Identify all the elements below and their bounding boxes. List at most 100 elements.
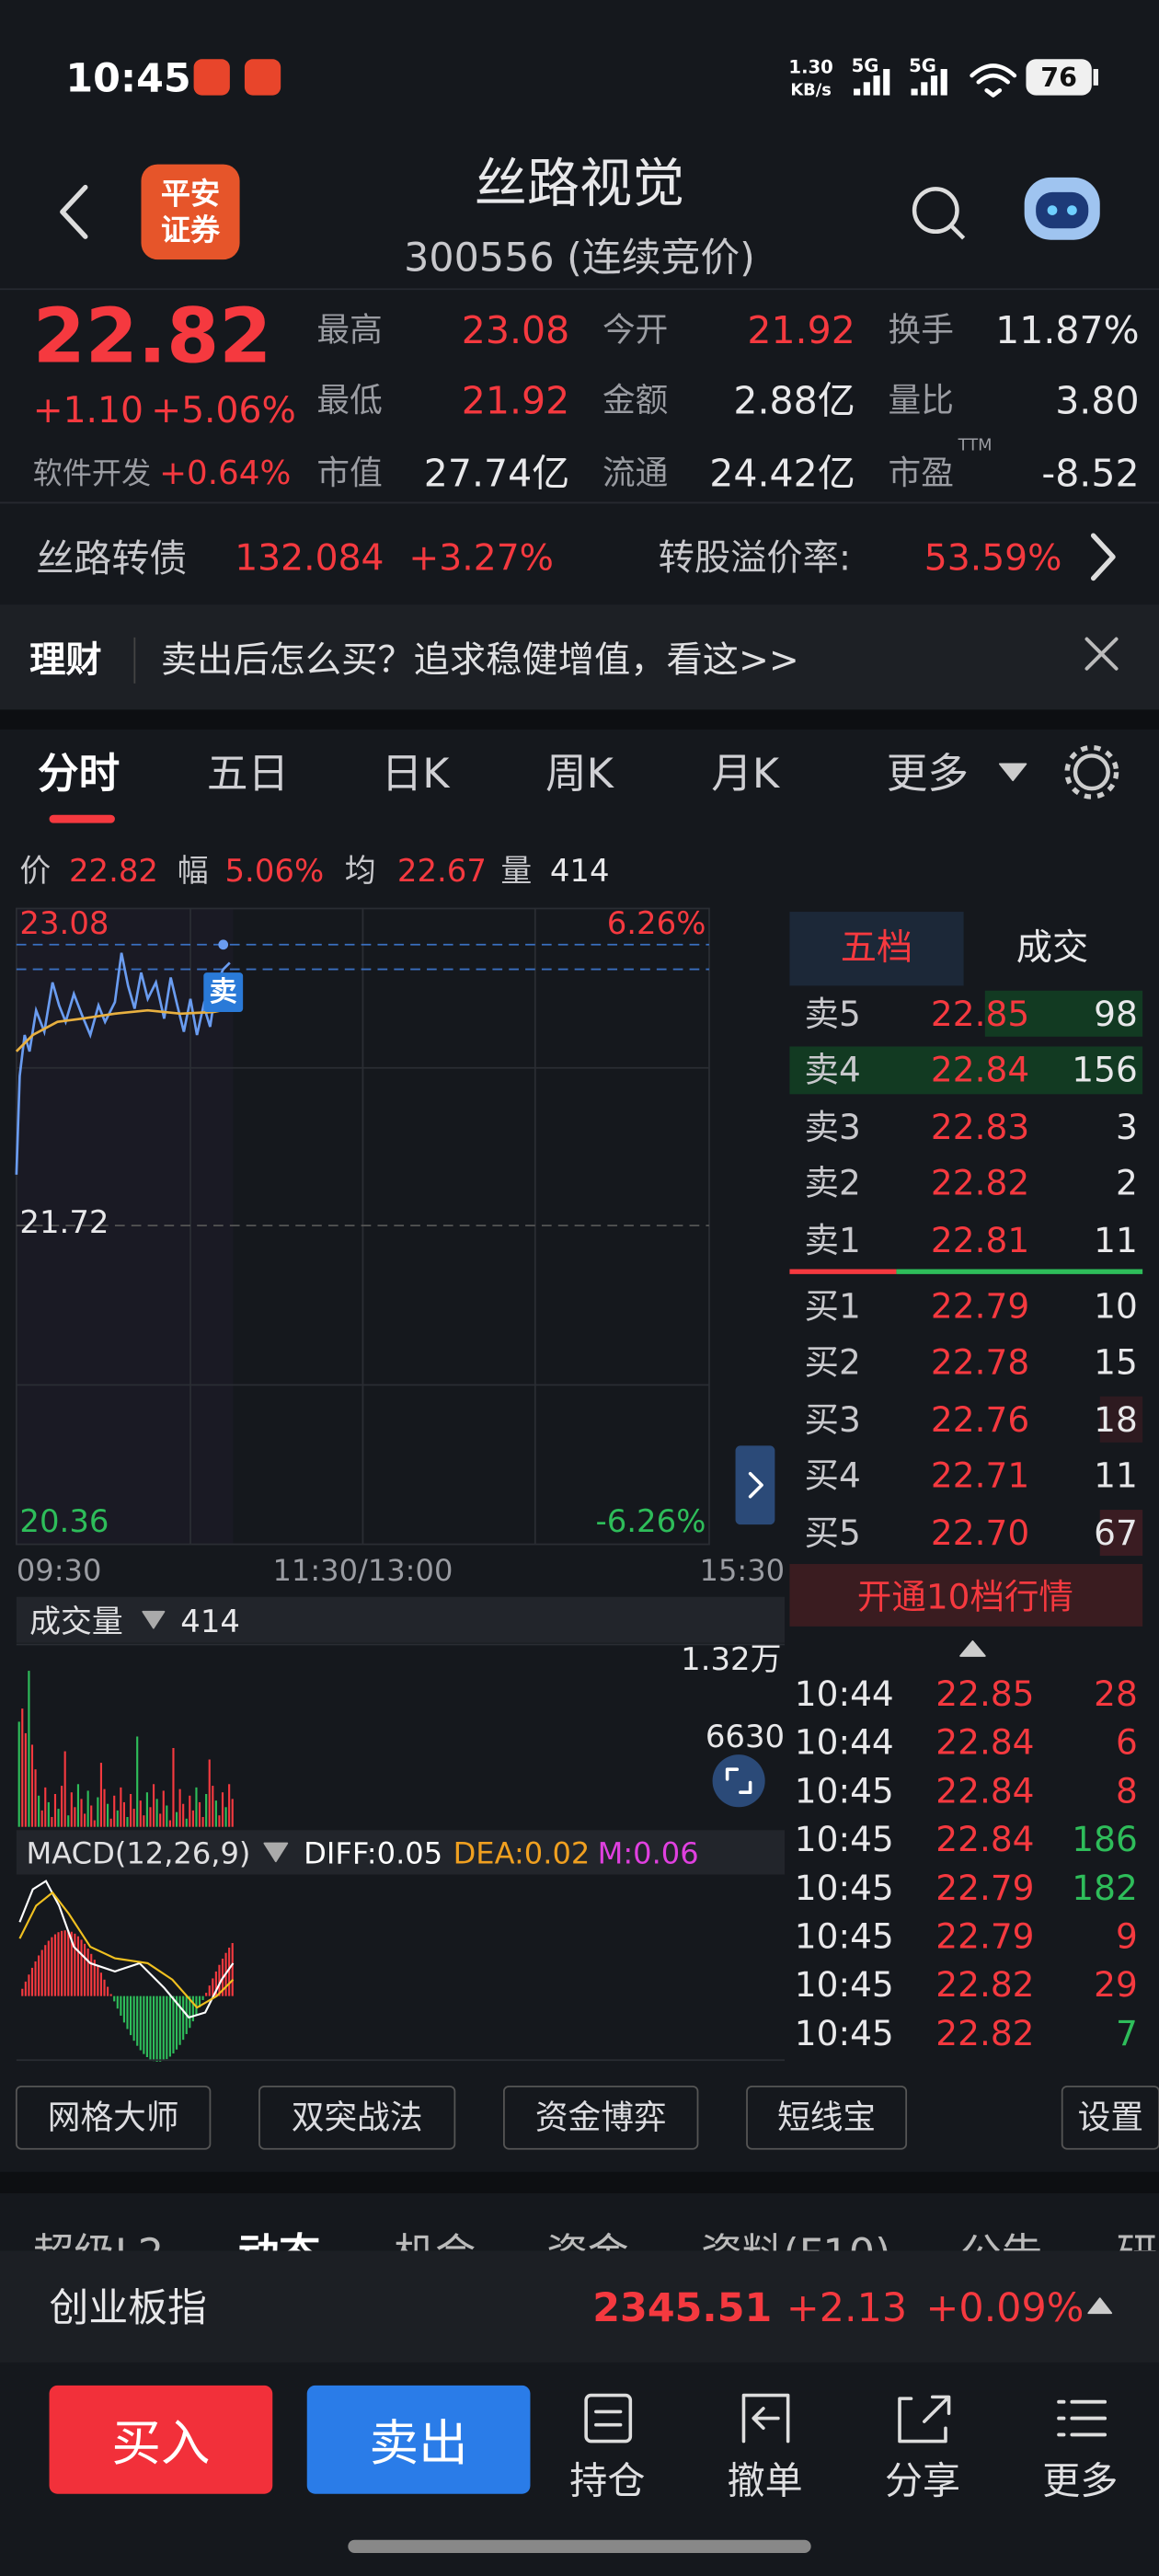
ask-row-highlight [789, 1046, 1143, 1095]
pe-note: TTM [958, 435, 993, 454]
tool-button[interactable] [746, 2085, 908, 2150]
x-tick-label: 09:30 [17, 1553, 102, 1588]
stat-label: 换手 [889, 311, 954, 349]
order-tab[interactable]: 五档 [841, 927, 913, 969]
trade-volume: 9 [1116, 1915, 1138, 1956]
volume-bar-decor [21, 1708, 24, 1827]
logo [141, 164, 240, 260]
macd-bar-decor [113, 1995, 116, 2002]
tool-button[interactable] [15, 2085, 212, 2150]
collapse-arrow [748, 1472, 763, 1499]
bid-label: 买5 [805, 1512, 861, 1553]
macd-bar-decor [139, 1995, 142, 2051]
macd-bar-decor [86, 1948, 89, 1996]
macd-bar-decor [80, 1939, 83, 1996]
stat-label: 今开 [602, 311, 668, 349]
tool-label[interactable]: 双突战法 [292, 2099, 423, 2136]
tool-label[interactable]: 短线宝 [777, 2099, 876, 2136]
tool-label[interactable]: 设置 [1078, 2099, 1143, 2136]
trade-volume: 8 [1116, 1770, 1138, 1811]
ask-label: 卖3 [805, 1107, 861, 1147]
expand-icon [725, 1767, 752, 1794]
info-value: 414 [550, 853, 610, 889]
volume-bar-decor [205, 1794, 208, 1827]
action-label[interactable]: 分享 [885, 2458, 960, 2502]
tool-button[interactable] [1061, 2085, 1159, 2150]
logo-text: 平安 [161, 177, 220, 212]
chart-tab[interactable]: 更多 [887, 750, 969, 798]
volume-bar-decor [63, 1751, 66, 1827]
macd-bar-decor [191, 1995, 194, 2022]
macd-label[interactable]: MACD(12,26,9) [27, 1835, 251, 1870]
ask-volume: 11 [1094, 1220, 1138, 1260]
info-value: 22.82 [69, 853, 158, 889]
volume-bar-decor [159, 1813, 162, 1827]
macd-bar-decor [155, 1995, 158, 2062]
action-label[interactable]: 撤单 [728, 2458, 803, 2502]
sell-label[interactable]: 卖出 [370, 2414, 468, 2472]
volume-header [16, 1596, 786, 1643]
trade-time: 10:45 [795, 2013, 894, 2053]
banner-text[interactable]: 卖出后怎么买？追求稳健增值，看这>> [161, 639, 799, 681]
volume-bar-decor [61, 1786, 63, 1827]
bid-volume: 18 [1094, 1399, 1138, 1440]
bid-label: 买1 [805, 1286, 861, 1327]
search-button[interactable] [912, 187, 959, 235]
y2-tick-label: -6.26% [596, 1503, 706, 1539]
action-label[interactable]: 更多 [1042, 2458, 1118, 2502]
bond-name: 丝路转债 [36, 536, 187, 581]
chart-tab[interactable]: 五日 [207, 750, 289, 798]
buy-button[interactable] [49, 2385, 273, 2494]
high-marker [218, 939, 229, 950]
bid-volume: 15 [1094, 1341, 1138, 1382]
trade-price: 22.85 [935, 1673, 1034, 1714]
chart-tab[interactable]: 月K [711, 750, 781, 798]
macd-diff: DIFF:0.05 [304, 1835, 442, 1870]
signal-label: 5G [852, 55, 879, 76]
chart-tab[interactable]: 周K [545, 750, 615, 798]
buy-label[interactable]: 买入 [111, 2414, 210, 2472]
search-handle [950, 224, 966, 240]
upgrade-text[interactable]: 开通10档行情 [857, 1577, 1073, 1617]
volume-bar-decor [214, 1800, 217, 1827]
volume-bar-decor [166, 1805, 168, 1827]
action-label[interactable]: 持仓 [569, 2458, 645, 2502]
volume-label[interactable]: 成交量 [29, 1604, 123, 1639]
macd-bar-decor [40, 1949, 43, 1996]
tool-button[interactable] [503, 2085, 699, 2150]
macd-bar-decor [129, 1995, 132, 2036]
stat-value: 3.80 [1055, 379, 1139, 423]
macd-bar-decor [21, 1988, 24, 1996]
dea-line [18, 1891, 235, 2009]
chart-tab[interactable]: 分时 [38, 750, 120, 798]
tool-label[interactable]: 网格大师 [48, 2099, 179, 2136]
index-name: 创业板指 [50, 2285, 207, 2331]
sell-button[interactable] [306, 2385, 531, 2494]
tool-label[interactable]: 资金博弈 [535, 2099, 667, 2136]
premium-label: 转股溢价率: [659, 538, 852, 580]
volume-bar-decor [51, 1817, 53, 1827]
volume-bar-decor [53, 1794, 57, 1827]
last-price: 22.82 [33, 293, 272, 381]
volume-bar-decor [97, 1797, 99, 1827]
stock-code: 300556 (连续竞价) [404, 235, 755, 281]
settings-button[interactable] [1073, 753, 1110, 791]
macd-bar-decor [70, 1931, 73, 1996]
macd-bar-decor [34, 1961, 37, 1996]
tool-button[interactable] [258, 2085, 456, 2150]
ask-volume-bg [984, 990, 1143, 1037]
volume-bar-decor [132, 1809, 135, 1827]
expand-button[interactable] [712, 1754, 765, 1808]
order-tab[interactable]: 成交 [1016, 927, 1089, 969]
bid-price: 22.71 [931, 1455, 1029, 1496]
battery-level: 76 [1040, 62, 1077, 93]
app-badge [244, 59, 281, 96]
macd-bar-decor [90, 1953, 93, 1996]
stat-value: 21.92 [462, 379, 569, 423]
chart-tab[interactable]: 日K [382, 750, 452, 798]
volume-bar-decor [24, 1732, 27, 1827]
volume-bar-decor [38, 1795, 40, 1827]
volume-bar-decor [191, 1810, 194, 1827]
